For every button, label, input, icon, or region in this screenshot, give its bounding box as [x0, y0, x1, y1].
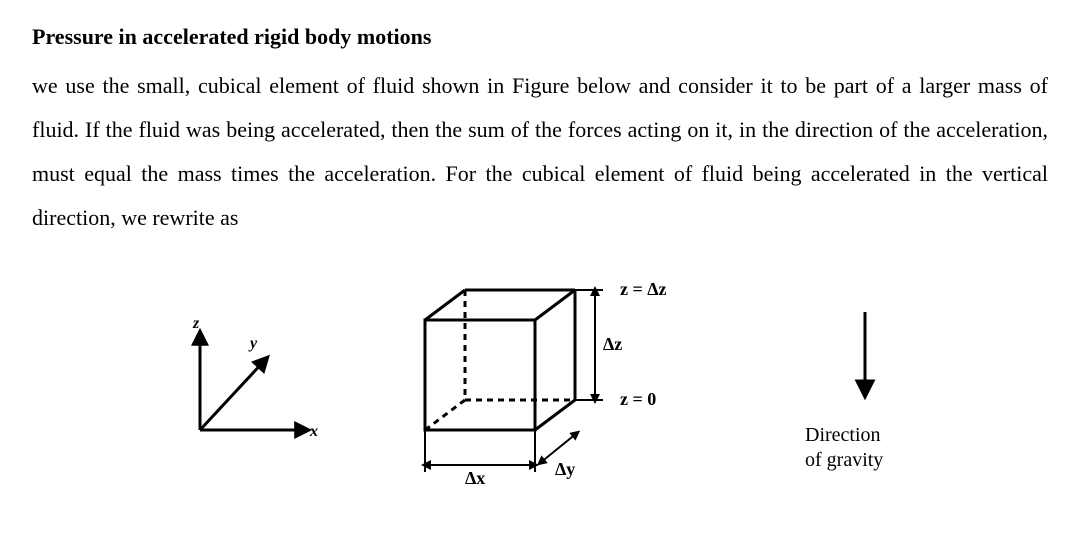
- gravity-arrow-svg: [805, 297, 925, 417]
- delta-x-label: Δx: [465, 468, 485, 488]
- delta-y-label: Δy: [555, 459, 575, 479]
- figure-row: z y x: [32, 270, 1048, 500]
- cube-edge-hidden: [425, 400, 465, 430]
- cube-edge: [425, 290, 465, 320]
- cube-front-face: [425, 320, 535, 430]
- y-label: y: [248, 335, 258, 352]
- delta-z-label: Δz: [603, 334, 622, 354]
- axes-diagram: z y x: [155, 300, 325, 470]
- gravity-block: Direction of gravity: [805, 297, 925, 473]
- z-top-label: z = Δz: [620, 279, 667, 299]
- cube-diagram: Δz z = Δz z = 0 Δx Δy: [395, 270, 735, 500]
- body-paragraph: we use the small, cubical element of flu…: [32, 64, 1048, 240]
- y-axis: [200, 360, 265, 430]
- gravity-line2: of gravity: [805, 449, 883, 471]
- cube-edge: [535, 290, 575, 320]
- z-bottom-label: z = 0: [620, 389, 656, 409]
- cube-edge: [535, 400, 575, 430]
- gravity-caption: Direction of gravity: [805, 423, 925, 473]
- x-label: x: [309, 423, 318, 440]
- page-title: Pressure in accelerated rigid body motio…: [32, 24, 1048, 50]
- z-label: z: [192, 315, 200, 332]
- gravity-line1: Direction: [805, 424, 881, 446]
